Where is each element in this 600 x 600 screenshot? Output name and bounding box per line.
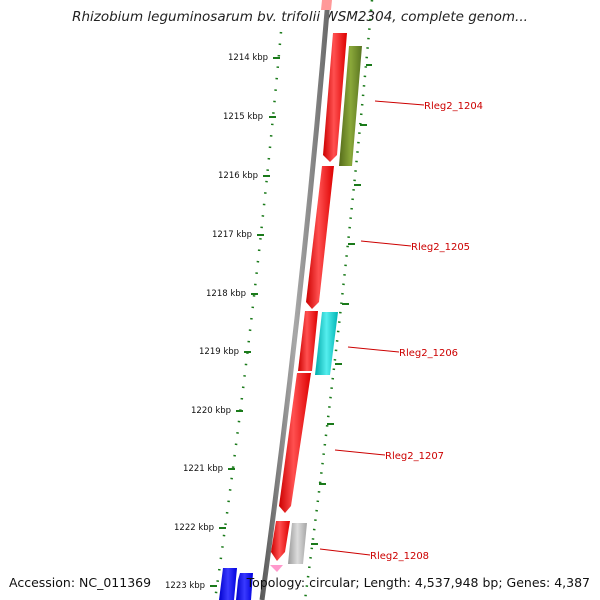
scale-ticks: 1214 kbp 1215 kbp 1216 kbp 1217 kbp 1218…	[165, 53, 280, 591]
gene-label-rleg2-1204: Rleg2_1204	[424, 101, 483, 112]
scale-tick-label: 1217 kbp	[212, 230, 252, 240]
forward-strand-genes[interactable]	[271, 33, 347, 561]
scale-tick-label: 1216 kbp	[218, 171, 258, 181]
inner-scale-track	[213, 31, 283, 600]
accession-text: Accession: NC_011369	[9, 575, 152, 590]
gene-arrow	[298, 311, 318, 371]
topology-stats-text: Topology: circular; Length: 4,537,948 bp…	[246, 575, 590, 590]
scale-tick-label: 1218 kbp	[206, 289, 246, 299]
gene-arrow	[323, 33, 347, 162]
gene-block-rleg2-1206	[315, 312, 338, 375]
scale-tick-label: 1223 kbp	[165, 581, 205, 591]
scale-tick-label: 1219 kbp	[199, 347, 239, 357]
scale-tick-label: 1221 kbp	[183, 464, 223, 474]
gene-label-rleg2-1207: Rleg2_1207	[385, 451, 444, 462]
gene-label-rleg2-1208: Rleg2_1208	[370, 551, 429, 562]
gene-arrow	[271, 521, 290, 561]
gene-pink-marker	[270, 565, 283, 572]
gene-blue-block	[219, 568, 237, 600]
gene-arrow	[306, 166, 334, 309]
gene-label-rleg2-1205: Rleg2_1205	[411, 242, 470, 253]
genome-backbone	[259, 0, 332, 600]
gene-arrow	[279, 373, 311, 513]
gene-blue-arrow	[236, 573, 253, 600]
gene-labels[interactable]: Rleg2_1204 Rleg2_1205 Rleg2_1206 Rleg2_1…	[370, 101, 483, 562]
gene-block-rleg2-1204	[339, 46, 362, 166]
reverse-strand-genes[interactable]	[219, 46, 362, 600]
gene-block-rleg2-1208	[288, 523, 307, 564]
map-title: Rhizobium leguminosarum bv. trifolii WSM…	[72, 9, 528, 25]
scale-tick-label: 1222 kbp	[174, 523, 214, 533]
scale-tick-label: 1214 kbp	[228, 53, 268, 63]
gene-label-rleg2-1206: Rleg2_1206	[399, 348, 458, 359]
outer-scale-ticks	[311, 64, 372, 545]
scale-tick-label: 1220 kbp	[191, 406, 231, 416]
label-leaders	[319, 100, 425, 556]
scale-tick-label: 1215 kbp	[223, 112, 263, 122]
